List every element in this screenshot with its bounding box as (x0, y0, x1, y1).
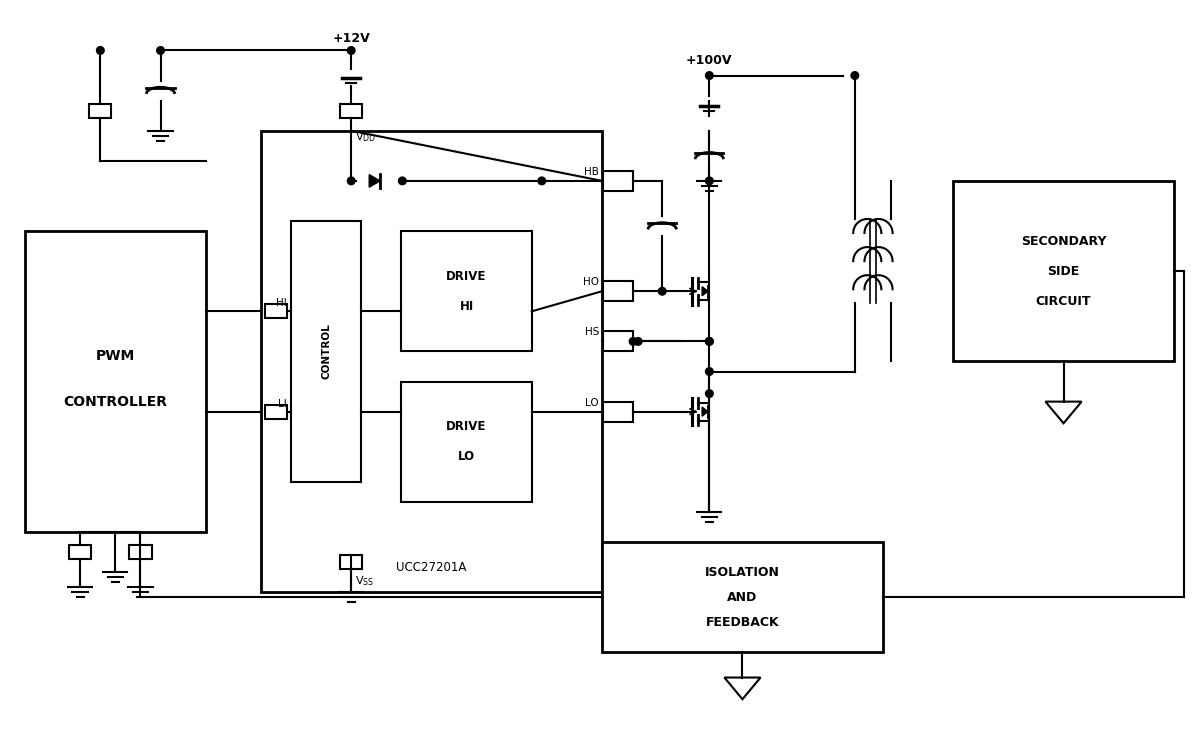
Circle shape (399, 177, 406, 185)
Polygon shape (702, 287, 708, 295)
Text: PWM: PWM (96, 350, 135, 364)
Text: $\mathregular{V_{DD}}$: $\mathregular{V_{DD}}$ (355, 130, 377, 144)
Bar (89, 103, 112, 118)
Bar (341, 555, 362, 569)
Text: ISOLATION: ISOLATION (706, 566, 780, 578)
Text: SIDE: SIDE (1047, 265, 1080, 278)
Text: +12V: +12V (332, 32, 370, 45)
Circle shape (706, 338, 713, 345)
Circle shape (96, 47, 105, 54)
Text: CONTROLLER: CONTROLLER (64, 394, 167, 408)
Text: HS: HS (585, 328, 600, 337)
Circle shape (706, 390, 713, 397)
Circle shape (706, 338, 713, 345)
Circle shape (635, 338, 642, 345)
Text: UCC27201A: UCC27201A (396, 561, 467, 574)
Bar (603, 171, 633, 191)
Polygon shape (725, 677, 761, 699)
Text: $\mathregular{V_{SS}}$: $\mathregular{V_{SS}}$ (355, 574, 374, 588)
Circle shape (630, 338, 637, 345)
Text: FEEDBACK: FEEDBACK (706, 616, 779, 629)
Circle shape (706, 72, 713, 79)
Bar (954, 181, 1174, 361)
Text: HI: HI (276, 298, 287, 309)
Bar (261, 130, 602, 592)
Bar (265, 405, 287, 419)
Circle shape (538, 177, 545, 185)
Circle shape (348, 177, 355, 185)
Bar (603, 281, 633, 301)
Circle shape (348, 47, 355, 54)
Polygon shape (1045, 402, 1081, 423)
Text: SECONDARY: SECONDARY (1021, 235, 1106, 248)
Bar (291, 221, 361, 482)
Polygon shape (370, 174, 380, 187)
Circle shape (659, 287, 666, 295)
Circle shape (157, 47, 164, 54)
Bar (602, 542, 883, 652)
Bar (341, 103, 362, 118)
Bar (603, 331, 633, 351)
Text: LO: LO (585, 397, 600, 408)
Bar (401, 382, 532, 502)
Text: HI: HI (460, 300, 473, 313)
Text: HO: HO (583, 277, 600, 287)
Bar (603, 402, 633, 421)
Bar (265, 304, 287, 318)
Text: HB: HB (584, 167, 600, 177)
Circle shape (851, 72, 858, 79)
Text: DRIVE: DRIVE (447, 270, 486, 283)
Bar (130, 545, 152, 559)
Circle shape (706, 368, 713, 375)
Bar (401, 231, 532, 351)
Text: +100V: +100V (686, 54, 732, 67)
Bar (25, 231, 206, 532)
Text: DRIVE: DRIVE (447, 420, 486, 433)
Circle shape (706, 177, 713, 185)
Text: CONTROL: CONTROL (321, 323, 331, 379)
Text: LI: LI (278, 399, 287, 408)
Text: CIRCUIT: CIRCUIT (1035, 295, 1091, 308)
Text: AND: AND (727, 591, 757, 604)
Polygon shape (702, 407, 708, 416)
Text: LO: LO (458, 450, 476, 463)
Bar (70, 545, 92, 559)
